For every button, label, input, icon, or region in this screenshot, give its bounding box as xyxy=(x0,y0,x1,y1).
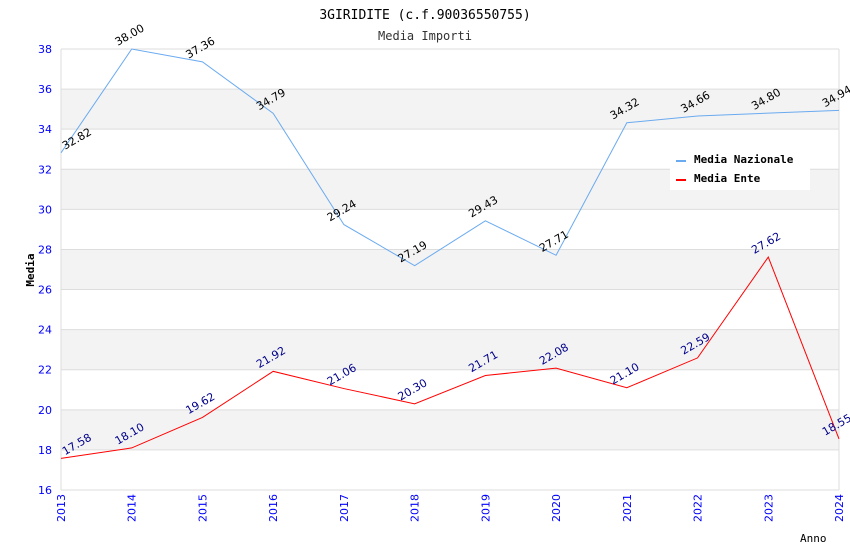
x-tick-label: 2022 xyxy=(692,494,705,522)
x-tick-label: 2023 xyxy=(762,494,775,522)
y-tick-label: 38 xyxy=(38,43,52,56)
y-tick-label: 18 xyxy=(38,444,52,457)
y-tick-label: 30 xyxy=(38,203,52,216)
legend-label: Media Nazionale xyxy=(694,153,794,166)
series-line-ente xyxy=(60,256,840,459)
grid-band xyxy=(61,249,839,290)
y-tick-label: 32 xyxy=(38,163,52,176)
series-line-nazionale xyxy=(60,48,840,267)
legend-label: Media Ente xyxy=(694,172,761,185)
x-tick-label: 2024 xyxy=(833,494,846,522)
data-label: 37.36 xyxy=(183,34,217,61)
y-tick-label: 36 xyxy=(38,83,52,96)
grid-band xyxy=(61,329,839,370)
y-tick-label: 20 xyxy=(38,404,52,417)
chart-subtitle: Media Importi xyxy=(378,29,472,43)
data-label: 20.30 xyxy=(396,376,430,403)
y-tick-label: 24 xyxy=(38,324,52,337)
x-tick-label: 2019 xyxy=(479,494,492,522)
grid-band xyxy=(61,409,839,450)
data-label: 38.00 xyxy=(113,22,147,49)
y-tick-label: 22 xyxy=(38,364,52,377)
y-tick-label: 28 xyxy=(38,243,52,256)
x-tick-label: 2017 xyxy=(338,494,351,522)
x-tick-label: 2020 xyxy=(550,494,563,522)
y-tick-label: 26 xyxy=(38,284,52,297)
x-tick-label: 2018 xyxy=(409,494,422,522)
y-axis-label: Media xyxy=(24,253,37,286)
y-tick-label: 34 xyxy=(38,123,52,136)
x-tick-label: 2015 xyxy=(196,494,209,522)
chart-title: 3GIRIDITE (c.f.90036550755) xyxy=(319,8,530,23)
x-axis-label: Anno xyxy=(800,532,827,545)
x-tick-label: 2016 xyxy=(267,494,280,522)
legend: Media Nazionale Media Ente xyxy=(670,150,810,190)
x-tick-label: 2021 xyxy=(621,494,634,522)
y-tick-label: 16 xyxy=(38,484,52,497)
x-tick-label: 2014 xyxy=(126,494,139,522)
x-tick-label: 2013 xyxy=(55,494,68,522)
grid-band xyxy=(61,89,839,130)
